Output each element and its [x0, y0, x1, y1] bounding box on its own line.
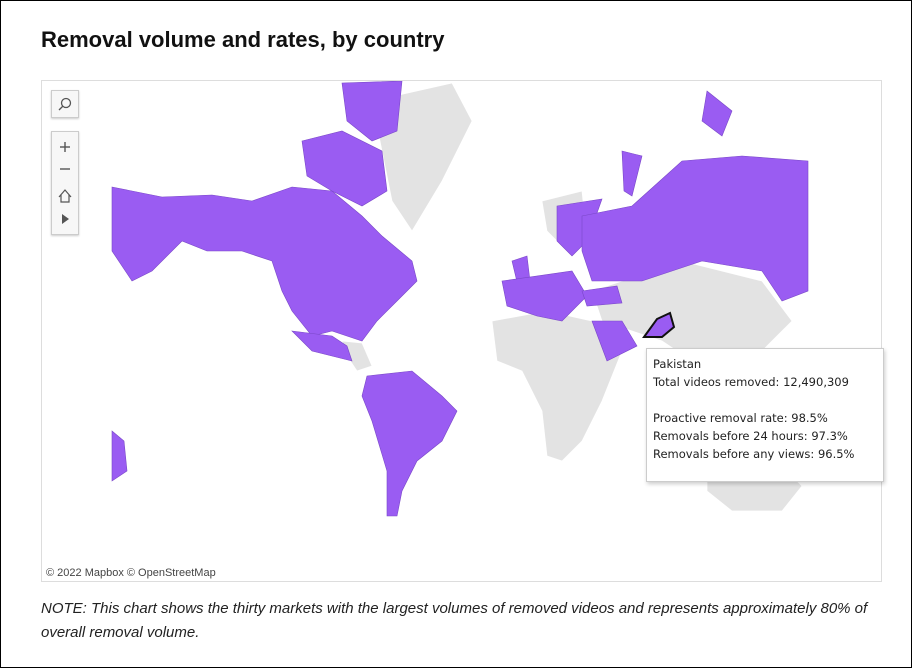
title: Removal volume and rates, by country	[41, 27, 445, 52]
note: NOTE: This chart shows the thirty market…	[41, 600, 868, 641]
tooltip-country: Pakistan	[653, 357, 702, 371]
map[interactable]: © 2022 Mapbox © OpenStreetMap	[41, 80, 882, 582]
row-value: 12,490,309	[783, 375, 849, 389]
attribution: © 2022 Mapbox © OpenStreetMap	[46, 567, 216, 579]
tooltip: Pakistan Total videos removed: 12,490,30…	[646, 348, 884, 482]
row-label: Removals before 24 hours:	[653, 429, 808, 443]
map-canvas	[111, 81, 809, 581]
tooltip-row: Removals before 24 hours: 97.3%	[653, 427, 877, 445]
zoom-icons	[58, 142, 72, 224]
highlighted-country[interactable]	[642, 311, 676, 338]
row-label: Total videos removed:	[653, 375, 780, 389]
row-value: 97.3%	[811, 429, 848, 443]
zoom-controls	[51, 131, 79, 235]
row-label: Proactive removal rate:	[653, 411, 788, 425]
row-label: Removals before any views:	[653, 447, 815, 461]
search-icon	[58, 97, 72, 111]
tooltip-row: Proactive removal rate: 98.5%	[653, 409, 877, 427]
row-value: 96.5%	[817, 447, 855, 461]
row-value: 98.5%	[791, 411, 828, 425]
tooltip-row: Total videos removed: 12,490,309	[653, 373, 877, 391]
tooltip-row: Removals before any views: 96.5%	[653, 445, 877, 463]
search-button[interactable]	[51, 90, 79, 118]
